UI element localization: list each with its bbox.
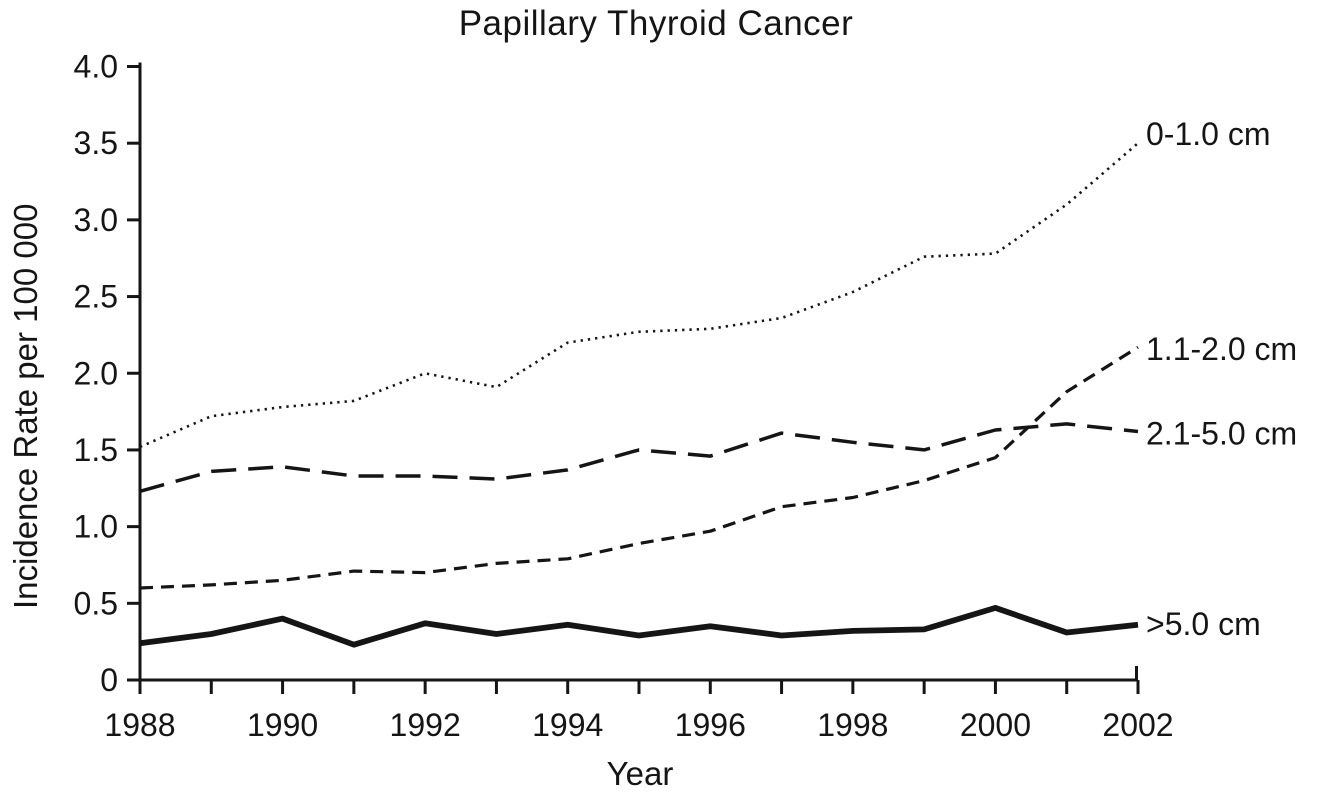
y-tick-label: 1.5: [74, 432, 118, 468]
y-tick-label: 1.0: [74, 509, 118, 545]
y-tick-label: 3.5: [74, 125, 118, 161]
y-tick-label: 4.0: [74, 49, 118, 85]
series-label-3: >5.0 cm: [1146, 606, 1261, 642]
x-tick-label: 1998: [817, 707, 888, 743]
series-label-1: 1.1-2.0 cm: [1146, 331, 1297, 367]
chart-title: Papillary Thyroid Cancer: [458, 4, 854, 43]
x-tick-label: 1996: [675, 707, 746, 743]
series-line-2: [139, 422, 1139, 493]
y-tick-label: 0.5: [74, 585, 118, 621]
series-line-0: [139, 142, 1139, 449]
x-tick-label: 2002: [1102, 707, 1173, 743]
series-label-0: 0-1.0 cm: [1146, 116, 1270, 152]
x-tick-label: 2000: [960, 707, 1031, 743]
x-axis-title: Year: [606, 755, 674, 792]
y-tick-label: 2.0: [74, 355, 118, 391]
x-tick-label: 1992: [390, 707, 461, 743]
series-line-1: [139, 345, 1139, 590]
y-tick-label: 3.0: [74, 202, 118, 238]
x-tick-label: 1988: [104, 707, 175, 743]
y-tick-label: 0: [100, 662, 118, 698]
x-tick-label: 1990: [247, 707, 318, 743]
x-tick-label: 1994: [532, 707, 603, 743]
y-tick-label: 2.5: [74, 279, 118, 315]
series-line-3: [139, 605, 1139, 648]
series-label-2: 2.1-5.0 cm: [1146, 416, 1297, 452]
